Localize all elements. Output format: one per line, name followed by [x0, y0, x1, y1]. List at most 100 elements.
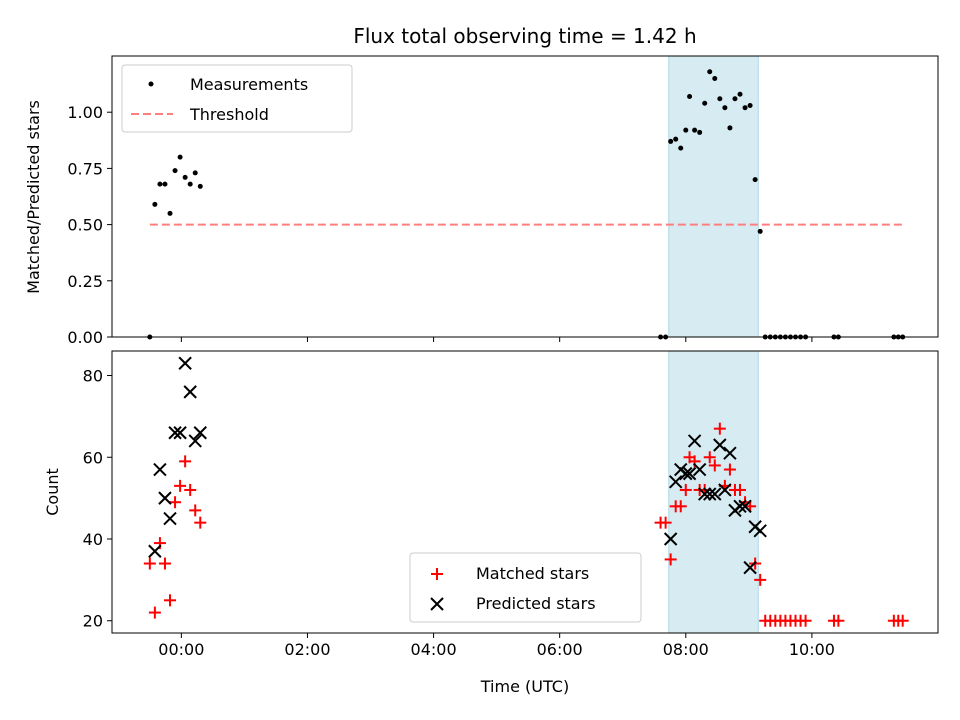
ratio-panel-marks	[147, 69, 906, 340]
matched-stars-point	[174, 479, 187, 492]
measurements-point	[757, 228, 763, 234]
measurements-point	[727, 125, 733, 131]
measurements-point	[697, 129, 703, 135]
matched-stars-point	[148, 606, 161, 619]
predicted-stars-point	[178, 356, 192, 370]
predicted-stars-point	[703, 487, 717, 501]
count-panel-legend-box	[409, 552, 642, 623]
x-tick-label: 02:00	[284, 640, 330, 659]
matched-stars-point	[723, 463, 736, 476]
matched-stars-point	[679, 483, 692, 496]
predicted-stars-point	[718, 483, 732, 497]
measurements-point	[182, 174, 188, 180]
matched-stars-point	[169, 496, 182, 509]
measurements-point	[742, 105, 748, 111]
predicted-stars-point	[687, 434, 702, 448]
y-tick-label: 0.00	[67, 328, 103, 347]
ratio-panel-legend: Measurements Threshold	[121, 64, 353, 133]
measurements-point	[722, 105, 728, 111]
ratio-panel-highlight-span	[668, 55, 759, 338]
legend-measurements-marker	[148, 81, 154, 87]
predicted-stars-point	[743, 560, 757, 575]
matched-stars-point	[164, 594, 177, 607]
measurements-point	[668, 138, 674, 144]
matched-stars-point	[708, 459, 721, 472]
ratio-panel: 0.00 0.25 0.50 0.75 1.00 Matched/Predicted s…	[24, 55, 939, 347]
count-panel-y-label: Count	[43, 468, 62, 516]
measurements-point	[707, 69, 713, 75]
predicted-stars-point	[697, 487, 712, 501]
count-panel-y-ticks: 20 40 60 80	[83, 367, 112, 631]
measurements-point	[678, 145, 684, 151]
predicted-stars-point	[713, 438, 727, 452]
x-axis-label: Time (UTC)	[480, 677, 569, 696]
y-tick-label: 80	[83, 367, 103, 386]
matched-stars-point	[754, 573, 767, 586]
measurements-point	[172, 168, 178, 174]
matched-stars-point	[189, 504, 202, 517]
legend-threshold-label: Threshold	[189, 105, 269, 124]
predicted-stars-point	[183, 385, 197, 399]
measurements-point	[683, 127, 689, 133]
predicted-stars-point	[682, 466, 697, 481]
measurements-point	[167, 210, 173, 216]
measurements-point	[157, 181, 163, 187]
measurements-point	[187, 181, 193, 187]
measurements-point	[687, 93, 693, 99]
matched-stars-point	[799, 614, 812, 627]
legend-matched-label: Matched stars	[476, 564, 589, 583]
matched-stars-point	[664, 553, 677, 566]
x-tick-label: 00:00	[158, 640, 204, 659]
measurements-point	[712, 75, 718, 81]
measurements-point	[673, 136, 679, 142]
count-panel-frame	[111, 350, 939, 634]
matched-stars-point	[734, 483, 747, 496]
x-tick-label: 04:00	[411, 640, 457, 659]
matched-stars-point	[184, 483, 197, 496]
measurements-point	[177, 154, 183, 160]
predicted-stars-point	[173, 426, 187, 440]
legend-matched-marker	[431, 568, 443, 580]
ratio-panel-frame	[111, 55, 939, 338]
measurements-point	[737, 91, 743, 97]
predicted-stars-point	[668, 475, 683, 489]
y-tick-label: 0.50	[67, 216, 103, 235]
measurements-point	[717, 96, 723, 102]
matched-stars-point	[832, 614, 845, 627]
predicted-stars-point	[733, 499, 747, 514]
measurements-point	[732, 96, 738, 102]
predicted-stars-point	[193, 426, 207, 440]
measurements-point	[152, 201, 158, 207]
measurements-point	[702, 100, 708, 106]
predicted-stars-point	[168, 426, 182, 440]
predicted-stars-point	[738, 499, 752, 514]
measurements-point	[747, 102, 753, 108]
predicted-stars-point	[163, 511, 177, 526]
count-panel-x-ticks: 00:00 02:00 04:00 06:00 08:00 10:00	[158, 633, 835, 659]
y-tick-label: 20	[83, 612, 103, 631]
predicted-stars-point	[188, 434, 202, 448]
measurements-point	[752, 177, 758, 183]
matched-stars-point	[143, 557, 156, 570]
x-tick-label: 08:00	[663, 640, 709, 659]
measurements-point	[692, 127, 698, 133]
count-panel-marks	[143, 356, 909, 627]
matched-stars-point	[194, 516, 207, 529]
chart-title: Flux total observing time = 1.42 h	[353, 24, 696, 48]
y-tick-label: 0.75	[67, 159, 103, 178]
predicted-stars-point	[158, 491, 172, 505]
matched-stars-point	[158, 557, 171, 570]
measurements-point	[192, 170, 198, 176]
ratio-panel-y-label: Matched/Predicted stars	[24, 100, 43, 294]
predicted-stars-point	[708, 487, 722, 501]
ratio-panel-x-ticks	[180, 337, 813, 342]
predicted-stars-point	[148, 544, 162, 558]
y-tick-label: 1.00	[67, 103, 103, 122]
matched-stars-point	[713, 422, 726, 435]
legend-measurements-label: Measurements	[190, 75, 308, 94]
predicted-stars-point	[753, 524, 767, 538]
y-tick-label: 0.25	[67, 272, 103, 291]
measurements-point	[162, 181, 168, 187]
